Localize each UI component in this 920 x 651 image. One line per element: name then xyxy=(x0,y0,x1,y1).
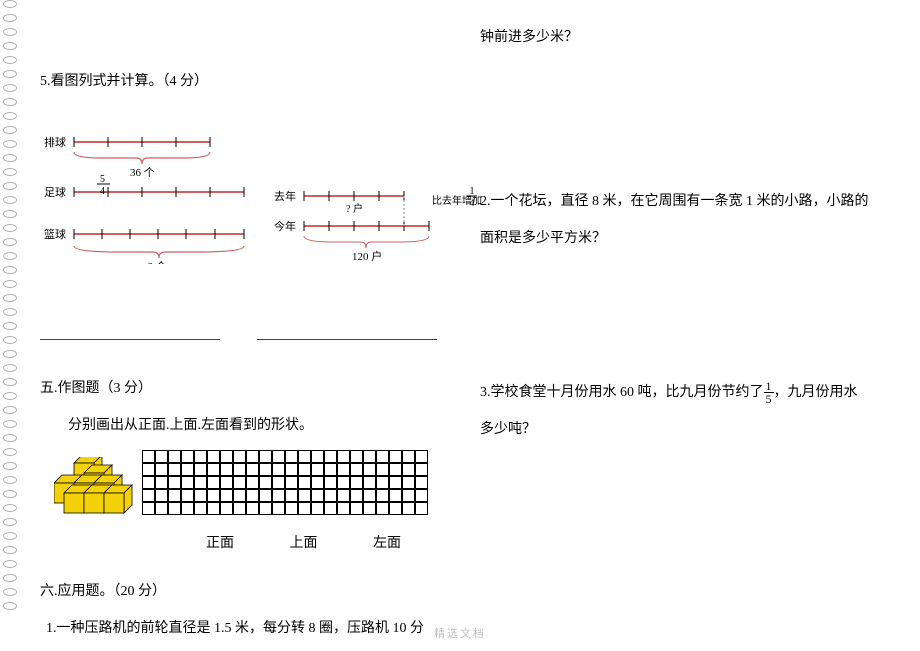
svg-text:4: 4 xyxy=(100,186,105,197)
svg-text:今年: 今年 xyxy=(274,219,296,233)
svg-text:篮球: 篮球 xyxy=(44,227,66,241)
q2-line1: 2.一个花坛，直径 8 米，在它周围有一条宽 1 米的小路，小路的 xyxy=(480,184,900,220)
q5-diagrams: 排球 足球 篮球 36 个 5 4 ? 个 去年 今年 xyxy=(40,124,470,274)
q1-cont: 钟前进多少米？ xyxy=(480,20,900,56)
svg-text:足球: 足球 xyxy=(44,185,66,199)
label-top: 上面 xyxy=(264,532,344,552)
svg-text:36 个: 36 个 xyxy=(130,166,155,179)
q3-frac-den: 5 xyxy=(764,393,774,405)
section5-title: 五.作图题（3 分） xyxy=(40,371,470,407)
svg-text:1: 1 xyxy=(470,186,475,197)
svg-text:排球: 排球 xyxy=(44,135,66,149)
section5-sub: 分别画出从正面.上面.左面看到的形状。 xyxy=(40,408,470,444)
section6-title: 六.应用题。（20 分） xyxy=(40,574,470,610)
view-labels: 正面 上面 左面 xyxy=(180,532,470,552)
svg-text:? 个: ? 个 xyxy=(148,260,167,264)
answer-lines xyxy=(40,326,470,345)
cube-figure xyxy=(54,457,144,527)
right-column: 钟前进多少米？ 2.一个花坛，直径 8 米，在它周围有一条宽 1 米的小路，小路… xyxy=(480,0,900,448)
spiral-binding xyxy=(3,0,21,651)
svg-text:? 户: ? 户 xyxy=(346,202,363,215)
footer-watermark: 精选文档 xyxy=(0,625,920,641)
q3b: ，九月份用水 xyxy=(774,385,858,400)
drawing-area xyxy=(60,450,470,528)
svg-text:120 户: 120 户 xyxy=(352,249,382,263)
answer-grid xyxy=(142,450,428,515)
bar-diagram: 排球 足球 篮球 36 个 5 4 ? 个 xyxy=(40,124,260,264)
svg-text:5: 5 xyxy=(100,174,105,185)
label-left: 左面 xyxy=(347,532,427,552)
q3-line2: 多少吨？ xyxy=(480,412,900,448)
svg-text:去年: 去年 xyxy=(274,189,296,203)
left-column: 5.看图列式并计算。（4 分） 排球 足球 篮球 36 个 5 4 xyxy=(40,0,470,647)
q3-line1: 3.学校食堂十月份用水 60 吨，比九月份节约了 1 5 ，九月份用水 xyxy=(480,375,900,411)
q5-title: 5.看图列式并计算。（4 分） xyxy=(40,64,470,100)
label-front: 正面 xyxy=(180,532,260,552)
q2-line2: 面积是多少平方米？ xyxy=(480,221,900,257)
q3a: 3.学校食堂十月份用水 60 吨，比九月份节约了 xyxy=(480,385,764,400)
increase-diagram: 去年 今年 ? 户 比去年增加 1 4 120 户 xyxy=(274,184,484,274)
svg-text:4: 4 xyxy=(470,198,475,209)
